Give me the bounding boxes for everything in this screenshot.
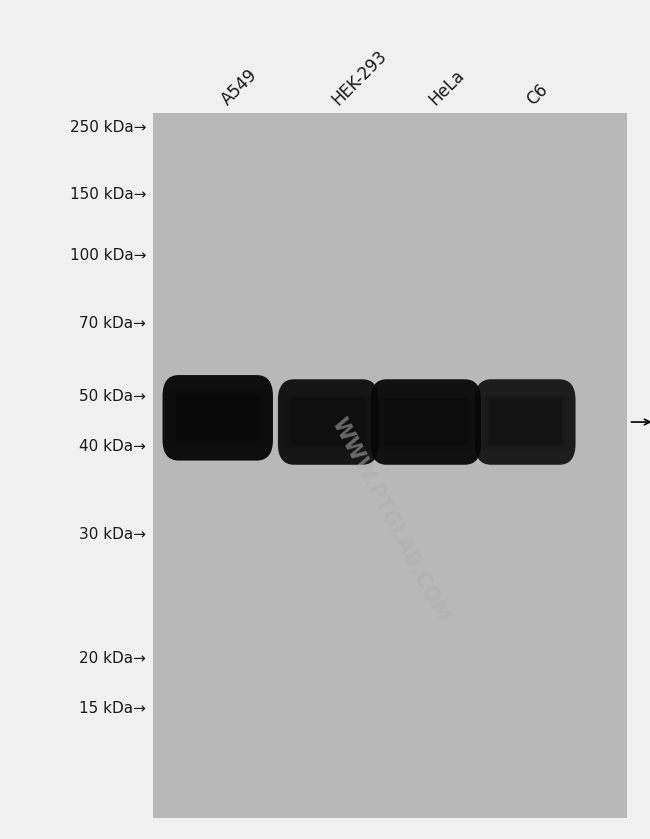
FancyBboxPatch shape	[278, 379, 378, 465]
Text: 40 kDa→: 40 kDa→	[79, 439, 146, 454]
Text: 250 kDa→: 250 kDa→	[70, 120, 146, 135]
FancyBboxPatch shape	[475, 379, 575, 465]
FancyBboxPatch shape	[488, 399, 562, 446]
FancyBboxPatch shape	[171, 392, 265, 444]
Text: C6: C6	[523, 81, 552, 109]
FancyBboxPatch shape	[484, 396, 566, 448]
FancyBboxPatch shape	[373, 393, 478, 451]
Text: 20 kDa→: 20 kDa→	[79, 651, 146, 666]
Text: 150 kDa→: 150 kDa→	[70, 187, 146, 202]
FancyBboxPatch shape	[282, 393, 374, 451]
Text: HeLa: HeLa	[426, 66, 468, 109]
Text: 30 kDa→: 30 kDa→	[79, 527, 146, 542]
Text: 50 kDa→: 50 kDa→	[79, 389, 146, 404]
Text: 15 kDa→: 15 kDa→	[79, 701, 146, 717]
FancyBboxPatch shape	[176, 394, 260, 441]
FancyBboxPatch shape	[162, 375, 273, 461]
Text: WWW.PTGLAB.COM: WWW.PTGLAB.COM	[328, 414, 452, 626]
FancyBboxPatch shape	[291, 399, 365, 446]
FancyBboxPatch shape	[384, 399, 468, 446]
FancyBboxPatch shape	[370, 379, 481, 465]
FancyBboxPatch shape	[165, 388, 270, 447]
Text: 70 kDa→: 70 kDa→	[79, 316, 146, 331]
FancyBboxPatch shape	[379, 396, 473, 448]
FancyBboxPatch shape	[287, 396, 369, 448]
Text: HEK-293: HEK-293	[328, 47, 390, 109]
Text: A549: A549	[218, 66, 261, 109]
Text: 100 kDa→: 100 kDa→	[70, 248, 146, 263]
FancyBboxPatch shape	[479, 393, 571, 451]
Bar	[153, 113, 627, 818]
